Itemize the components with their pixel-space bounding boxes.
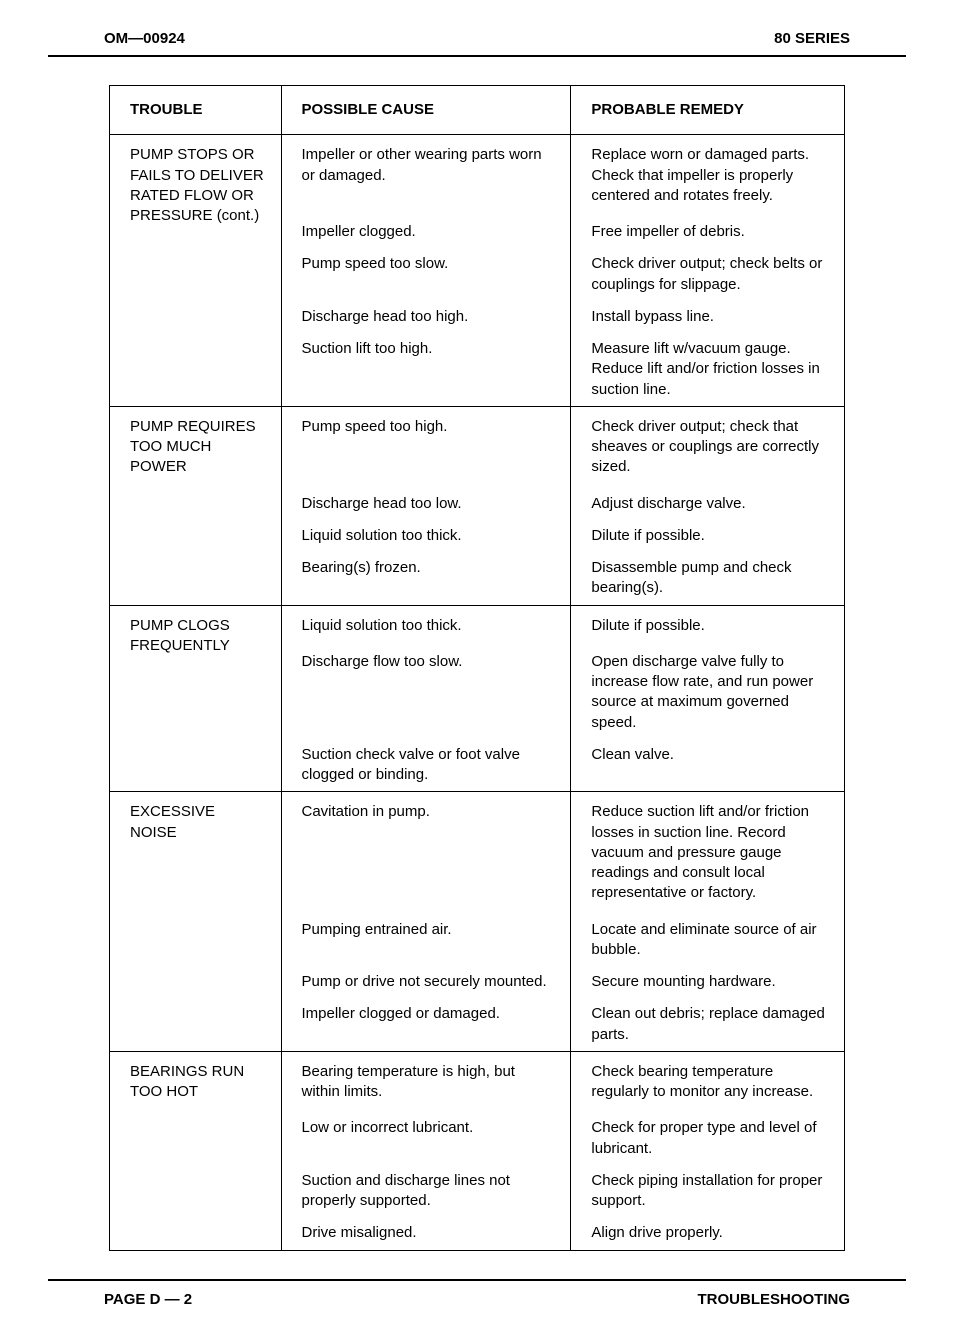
footer-right: TROUBLESHOOTING	[698, 1291, 851, 1308]
remedy-cell: Free impeller of debris.	[571, 216, 845, 248]
cause-cell: Drive misaligned.	[281, 1217, 571, 1250]
table-row: BEARINGS RUN TOO HOTBearing temperature …	[110, 1051, 845, 1112]
cause-cell: Suction check valve or foot valve clogge…	[281, 739, 571, 792]
cause-cell: Impeller or other wearing parts worn or …	[281, 135, 571, 216]
cause-cell: Suction and discharge lines not properly…	[281, 1165, 571, 1218]
remedy-cell: Check bearing temperature regularly to m…	[571, 1051, 845, 1112]
troubleshooting-table: TROUBLE POSSIBLE CAUSE PROBABLE REMEDY P…	[109, 85, 845, 1251]
remedy-cell: Open discharge valve fully to increase f…	[571, 646, 845, 739]
remedy-cell: Align drive properly.	[571, 1217, 845, 1250]
cause-cell: Liquid solution too thick.	[281, 520, 571, 552]
trouble-cell: PUMP REQUIRES TOO MUCH POWER	[110, 406, 282, 605]
remedy-cell: Disassemble pump and check bearing(s).	[571, 552, 845, 605]
col-header-trouble: TROUBLE	[110, 86, 282, 135]
remedy-cell: Clean out debris; replace damaged parts.	[571, 998, 845, 1051]
remedy-cell: Reduce suction lift and/or friction loss…	[571, 792, 845, 914]
page-header: OM—00924 80 SERIES	[48, 30, 906, 57]
trouble-cell: EXCESSIVE NOISE	[110, 792, 282, 1052]
remedy-cell: Replace worn or damaged parts. Check tha…	[571, 135, 845, 216]
remedy-cell: Dilute if possible.	[571, 605, 845, 646]
cause-cell: Low or incorrect lubricant.	[281, 1112, 571, 1165]
header-right: 80 SERIES	[774, 30, 850, 47]
table-row: PUMP REQUIRES TOO MUCH POWERPump speed t…	[110, 406, 845, 487]
cause-cell: Pump speed too slow.	[281, 248, 571, 301]
trouble-cell: BEARINGS RUN TOO HOT	[110, 1051, 282, 1250]
remedy-cell: Check driver output; check belts or coup…	[571, 248, 845, 301]
page-footer: PAGE D — 2 TROUBLESHOOTING	[48, 1279, 906, 1308]
remedy-cell: Install bypass line.	[571, 301, 845, 333]
cause-cell: Discharge head too high.	[281, 301, 571, 333]
remedy-cell: Adjust discharge valve.	[571, 488, 845, 520]
cause-cell: Bearing(s) frozen.	[281, 552, 571, 605]
cause-cell: Cavitation in pump.	[281, 792, 571, 914]
cause-cell: Pumping entrained air.	[281, 914, 571, 967]
remedy-cell: Check driver output; check that sheaves …	[571, 406, 845, 487]
cause-cell: Suction lift too high.	[281, 333, 571, 406]
remedy-cell: Secure mounting hardware.	[571, 966, 845, 998]
remedy-cell: Check for proper type and level of lubri…	[571, 1112, 845, 1165]
cause-cell: Liquid solution too thick.	[281, 605, 571, 646]
cause-cell: Discharge head too low.	[281, 488, 571, 520]
remedy-cell: Locate and eliminate source of air bubbl…	[571, 914, 845, 967]
table-row: EXCESSIVE NOISECavitation in pump.Reduce…	[110, 792, 845, 914]
footer-left: PAGE D — 2	[104, 1291, 192, 1308]
table-body: PUMP STOPS OR FAILS TO DELIVER RATED FLO…	[110, 135, 845, 1250]
page: OM—00924 80 SERIES TROUBLE POSSIBLE CAUS…	[0, 0, 954, 1336]
remedy-cell: Check piping installation for proper sup…	[571, 1165, 845, 1218]
header-left: OM—00924	[104, 30, 185, 47]
cause-cell: Impeller clogged or damaged.	[281, 998, 571, 1051]
table-header-row: TROUBLE POSSIBLE CAUSE PROBABLE REMEDY	[110, 86, 845, 135]
trouble-cell: PUMP CLOGS FREQUENTLY	[110, 605, 282, 792]
trouble-cell: PUMP STOPS OR FAILS TO DELIVER RATED FLO…	[110, 135, 282, 407]
cause-cell: Impeller clogged.	[281, 216, 571, 248]
cause-cell: Pump speed too high.	[281, 406, 571, 487]
cause-cell: Discharge flow too slow.	[281, 646, 571, 739]
col-header-remedy: PROBABLE REMEDY	[571, 86, 845, 135]
table-row: PUMP CLOGS FREQUENTLYLiquid solution too…	[110, 605, 845, 646]
remedy-cell: Measure lift w/vacuum gauge. Reduce lift…	[571, 333, 845, 406]
cause-cell: Pump or drive not securely mounted.	[281, 966, 571, 998]
cause-cell: Bearing temperature is high, but within …	[281, 1051, 571, 1112]
col-header-cause: POSSIBLE CAUSE	[281, 86, 571, 135]
remedy-cell: Clean valve.	[571, 739, 845, 792]
remedy-cell: Dilute if possible.	[571, 520, 845, 552]
table-row: PUMP STOPS OR FAILS TO DELIVER RATED FLO…	[110, 135, 845, 216]
